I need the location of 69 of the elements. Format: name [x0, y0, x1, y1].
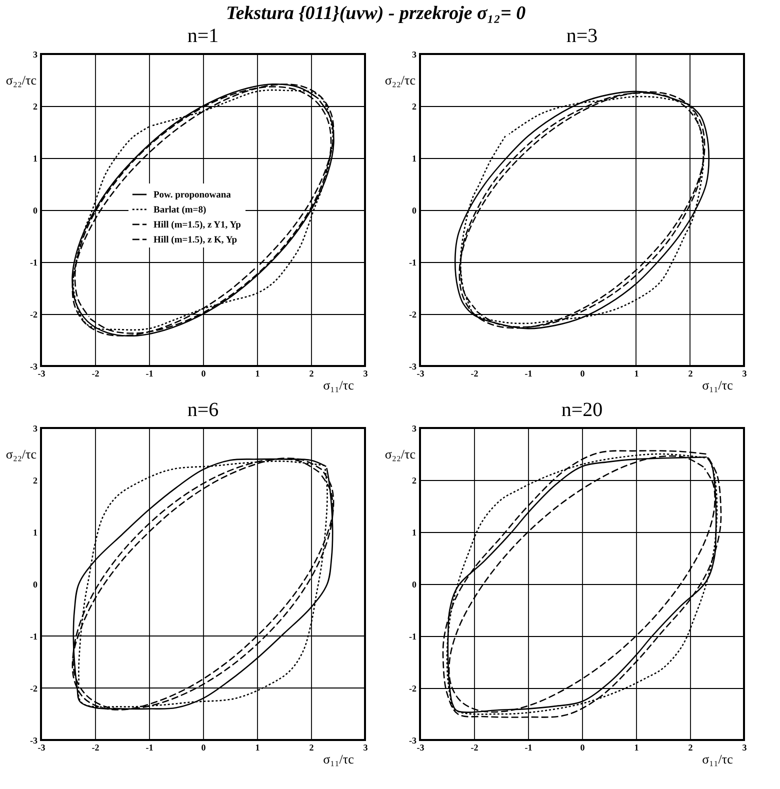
chart-subtitle: n=1 — [187, 25, 219, 47]
x-tick-label: 2 — [309, 742, 314, 752]
x-tick-label: 3 — [363, 368, 368, 378]
y-tick-label: 1 — [412, 528, 417, 538]
y-tick-label: 2 — [412, 102, 417, 112]
legend-label: Pow. proponowana — [153, 190, 232, 200]
x-tick-label: -1 — [146, 742, 154, 752]
legend-label: Hill (m=1.5), z K, Yp — [153, 235, 238, 246]
y-tick-label: -1 — [30, 258, 38, 268]
x-tick-label: -1 — [146, 368, 154, 378]
x-tick-label: 0 — [580, 368, 586, 378]
y-tick-label: 3 — [33, 424, 38, 434]
x-tick-label: -2 — [470, 368, 479, 378]
x-tick-label: 1 — [634, 368, 640, 378]
x-tick-label: 2 — [309, 368, 314, 378]
x-tick-label: 3 — [742, 742, 748, 752]
x-tick-label: 2 — [688, 742, 694, 752]
y-tick-label: 1 — [412, 154, 417, 164]
x-tick-label: -2 — [92, 742, 100, 752]
x-tick-label: 1 — [255, 368, 260, 378]
x-tick-label: 1 — [255, 742, 260, 752]
y-tick-label: -1 — [30, 632, 38, 642]
x-axis-title: σ₁₁/τc — [323, 752, 354, 766]
y-tick-label: -3 — [30, 362, 38, 372]
x-tick-label: -1 — [524, 368, 533, 378]
y-tick-label: 0 — [412, 580, 417, 590]
y-tick-label: 3 — [412, 50, 417, 60]
y-tick-label: 3 — [33, 50, 38, 60]
y-tick-label: 3 — [412, 424, 417, 434]
y-tick-label: -3 — [409, 736, 417, 746]
x-tick-label: 3 — [742, 368, 748, 378]
y-tick-label: 1 — [33, 154, 38, 164]
y-tick-label: -3 — [30, 736, 38, 746]
legend-label: Hill (m=1.5), z Y1, Yp — [153, 220, 241, 230]
y-axis-title: σ₂₂/τc — [6, 72, 37, 88]
x-tick-label: 0 — [201, 368, 206, 378]
x-tick-label: -2 — [470, 742, 479, 752]
x-tick-label: 1 — [634, 742, 640, 752]
y-tick-label: -2 — [30, 684, 38, 694]
y-axis-title: σ₂₂/τc — [384, 72, 416, 88]
y-tick-label: 2 — [33, 476, 38, 486]
y-tick-label: -1 — [409, 632, 417, 642]
y-axis-title: σ₂₂/τc — [6, 446, 37, 462]
x-tick-label: -1 — [524, 742, 533, 752]
x-tick-label: 0 — [201, 742, 206, 752]
x-tick-label: 3 — [363, 742, 368, 752]
x-tick-label: -2 — [92, 368, 100, 378]
y-tick-label: -2 — [30, 310, 38, 320]
x-tick-label: 2 — [688, 368, 694, 378]
y-tick-label: -1 — [409, 258, 417, 268]
y-tick-label: -2 — [409, 310, 417, 320]
y-tick-label: 2 — [33, 102, 38, 112]
y-tick-label: 2 — [412, 476, 417, 486]
x-axis-title: σ₁₁/τc — [702, 378, 734, 392]
y-tick-label: -2 — [409, 684, 417, 694]
y-axis-title: σ₂₂/τc — [384, 446, 416, 462]
chart-title: Tekstura {011}(uvw) - przekroje σ₁₂= 0 — [226, 3, 526, 24]
y-tick-label: -3 — [409, 362, 417, 372]
x-axis-title: σ₁₁/τc — [702, 752, 734, 766]
chart-title: n=3 — [566, 25, 598, 47]
chart-title: n=6 — [187, 399, 219, 421]
y-tick-label: 0 — [33, 206, 38, 216]
y-tick-label: 0 — [412, 206, 417, 216]
chart-title: n=20 — [561, 399, 603, 421]
x-tick-label: 0 — [580, 742, 586, 752]
x-axis-title: σ₁₁/τc — [323, 378, 354, 392]
legend-label: Barlat (m=8) — [153, 205, 206, 216]
y-tick-label: 0 — [33, 580, 38, 590]
y-tick-label: 1 — [33, 528, 38, 538]
